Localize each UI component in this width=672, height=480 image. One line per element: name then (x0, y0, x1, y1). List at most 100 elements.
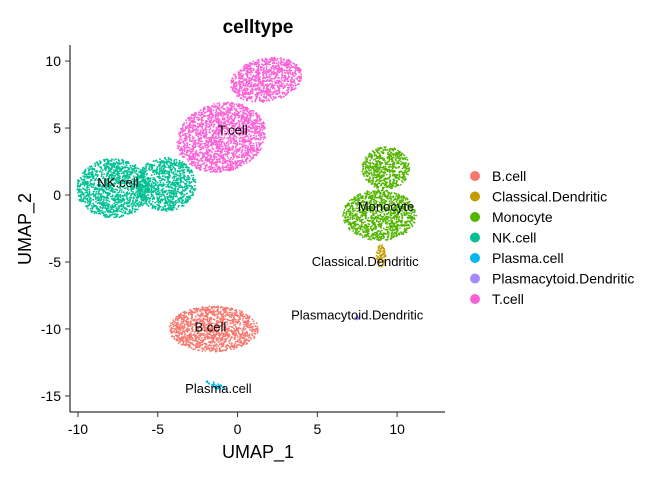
point (190, 317, 193, 320)
point (205, 311, 208, 313)
point (390, 229, 393, 232)
point (222, 313, 225, 315)
point (405, 222, 408, 225)
point (225, 340, 227, 342)
point (185, 319, 188, 322)
point (399, 157, 401, 160)
point (363, 214, 366, 217)
point (223, 338, 226, 341)
point (180, 338, 183, 340)
point (178, 332, 180, 335)
point (180, 320, 183, 323)
point (377, 175, 380, 178)
point (212, 331, 215, 334)
point (377, 220, 380, 223)
point (379, 239, 381, 242)
point (251, 333, 254, 336)
point (368, 165, 370, 168)
point (190, 310, 193, 312)
point (170, 322, 172, 325)
point (82, 198, 85, 201)
point (364, 197, 366, 200)
point (100, 167, 103, 170)
point (212, 311, 215, 313)
point (360, 214, 363, 217)
point (112, 198, 115, 200)
point (216, 323, 219, 325)
point (199, 315, 202, 318)
point (410, 222, 412, 225)
point (191, 339, 194, 342)
point (380, 229, 383, 232)
point (118, 216, 121, 219)
point (404, 158, 407, 161)
point (183, 311, 186, 314)
point (408, 214, 411, 217)
point (401, 220, 404, 223)
point (345, 210, 348, 213)
point (382, 174, 385, 177)
point (342, 215, 344, 217)
point (379, 177, 382, 180)
point (384, 161, 386, 164)
point (122, 214, 125, 217)
point (382, 249, 385, 252)
point (393, 192, 396, 194)
point (377, 256, 380, 258)
point (178, 159, 181, 162)
point (375, 148, 378, 151)
point (384, 259, 386, 261)
point (373, 190, 376, 193)
point (221, 317, 224, 319)
point (206, 328, 209, 331)
point (121, 198, 124, 200)
point (242, 319, 244, 321)
point (114, 199, 116, 202)
point (194, 335, 197, 338)
point (353, 220, 356, 223)
point (356, 213, 358, 216)
point (375, 184, 378, 187)
point (381, 195, 384, 198)
point (366, 227, 369, 230)
point (200, 324, 203, 327)
point (125, 191, 128, 194)
point (374, 209, 376, 212)
point (118, 206, 120, 209)
point (159, 163, 162, 166)
point (371, 194, 374, 197)
point (135, 202, 138, 205)
point (154, 207, 157, 210)
point (213, 318, 216, 321)
point (82, 188, 85, 190)
point (388, 176, 391, 179)
point (408, 226, 411, 229)
point (376, 231, 378, 234)
point (151, 181, 154, 183)
point (401, 216, 404, 219)
point (354, 224, 357, 227)
point (381, 237, 383, 240)
point (373, 217, 376, 220)
point (391, 148, 393, 151)
point (367, 174, 369, 177)
point (351, 212, 354, 215)
point (162, 194, 165, 196)
point (200, 312, 203, 315)
point (191, 323, 194, 326)
point (222, 342, 225, 345)
point (79, 185, 81, 188)
point (405, 165, 408, 168)
point (346, 219, 349, 222)
point (202, 326, 205, 329)
point (114, 203, 117, 206)
point (390, 169, 393, 172)
point (220, 337, 223, 339)
point (369, 181, 372, 183)
point (190, 324, 193, 327)
point (248, 336, 250, 339)
point (122, 163, 125, 166)
point (373, 207, 375, 209)
point (108, 215, 110, 218)
point (136, 208, 139, 211)
